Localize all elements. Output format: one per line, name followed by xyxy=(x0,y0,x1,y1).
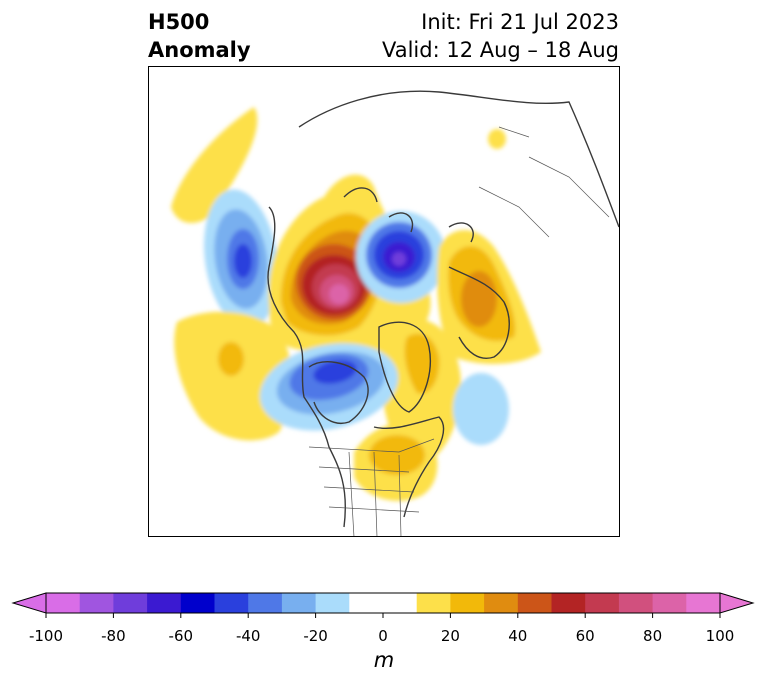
variable-label: H500 xyxy=(148,10,210,34)
colorbar-cell xyxy=(618,593,654,613)
border-us-states xyxy=(318,451,420,536)
valid-range-label: Valid: 12 Aug – 18 Aug xyxy=(381,38,619,62)
coastline-north-america xyxy=(267,206,347,528)
colorbar-cell xyxy=(416,593,451,613)
anomaly-label: Anomaly xyxy=(148,38,251,62)
colorbar-tick-label: -20 xyxy=(303,627,328,645)
coastline-greenland xyxy=(378,321,431,413)
colorbar-cell xyxy=(147,593,182,613)
coastline-eurasia xyxy=(298,90,619,228)
colorbar-tick-label: 100 xyxy=(705,627,735,645)
colorbar-cell xyxy=(46,593,81,613)
anomaly-contours xyxy=(171,107,541,501)
colorbar-units: m xyxy=(373,648,395,672)
colorbar-cell xyxy=(180,593,216,613)
map-canvas xyxy=(171,90,619,536)
colorbar-cell xyxy=(349,593,384,613)
colorbar-tick-label: -80 xyxy=(101,627,126,645)
colorbar-tick-label: 40 xyxy=(508,627,528,645)
coastline-europe xyxy=(448,266,510,359)
colorbar-cell xyxy=(113,593,148,613)
colorbar-cell xyxy=(652,593,687,613)
colorbar-tick-label: -60 xyxy=(168,627,194,645)
colorbar-cell xyxy=(248,593,283,613)
init-date-label: Init: Fri 21 Jul 2023 xyxy=(421,10,619,34)
border-lines-asia xyxy=(478,126,610,238)
colorbar-extend-low xyxy=(11,592,47,614)
colorbar-cell xyxy=(214,593,249,613)
colorbar-cell xyxy=(551,593,586,613)
positive-anomaly-west xyxy=(171,107,258,223)
positive-anomaly-eastern-us-20 xyxy=(369,435,425,475)
colorbar xyxy=(11,592,755,618)
anomaly-map xyxy=(148,66,620,537)
borders xyxy=(308,126,610,536)
negative-anomaly-canada-core xyxy=(313,360,357,384)
colorbar-cell xyxy=(450,593,485,613)
negative-anomaly-siberia-center xyxy=(392,252,406,266)
colorbar-cell xyxy=(517,593,553,613)
positive-anomaly-alaska-20 xyxy=(218,342,244,376)
coastline-eastern-na xyxy=(373,416,445,518)
colorbar-tick-label: 20 xyxy=(440,627,460,645)
coastline-arctic-islands xyxy=(343,187,474,243)
positive-anomaly-eurasia-40 xyxy=(461,271,497,327)
colorbar-tick-label: 80 xyxy=(643,627,663,645)
coastline-hudson-bay xyxy=(308,361,369,424)
border-us-canada xyxy=(308,438,435,453)
colorbar-cell xyxy=(686,593,721,613)
positive-anomaly-polar-connector-20 xyxy=(404,333,440,394)
colorbar-cell xyxy=(281,593,317,613)
plot-title-left: H500 Anomaly xyxy=(148,8,251,64)
positive-anomaly-alaska-outer xyxy=(174,311,293,441)
colorbar-ticks xyxy=(45,613,721,618)
negative-anomaly-pacific-core xyxy=(234,244,252,278)
colorbar-tick-label: 0 xyxy=(378,627,388,645)
colorbar-tick-label: -40 xyxy=(235,627,261,645)
negative-anomaly-atlantic xyxy=(453,373,509,445)
colorbar-cell xyxy=(315,593,350,613)
positive-anomaly-arctic-90 xyxy=(329,284,349,304)
colorbar-tick-label: -100 xyxy=(28,627,64,645)
colorbar-cells xyxy=(46,593,721,613)
plot-title-right: Init: Fri 21 Jul 2023 Valid: 12 Aug – 18… xyxy=(382,8,619,64)
colorbar-cell xyxy=(585,593,620,613)
colorbar-cell xyxy=(383,593,418,613)
colorbar-extend-high xyxy=(719,592,755,614)
colorbar-tick-label: 60 xyxy=(575,627,595,645)
coastlines xyxy=(267,90,619,528)
positive-anomaly-far-east xyxy=(488,129,506,149)
colorbar-cell xyxy=(79,593,114,613)
colorbar-cell xyxy=(484,593,519,613)
